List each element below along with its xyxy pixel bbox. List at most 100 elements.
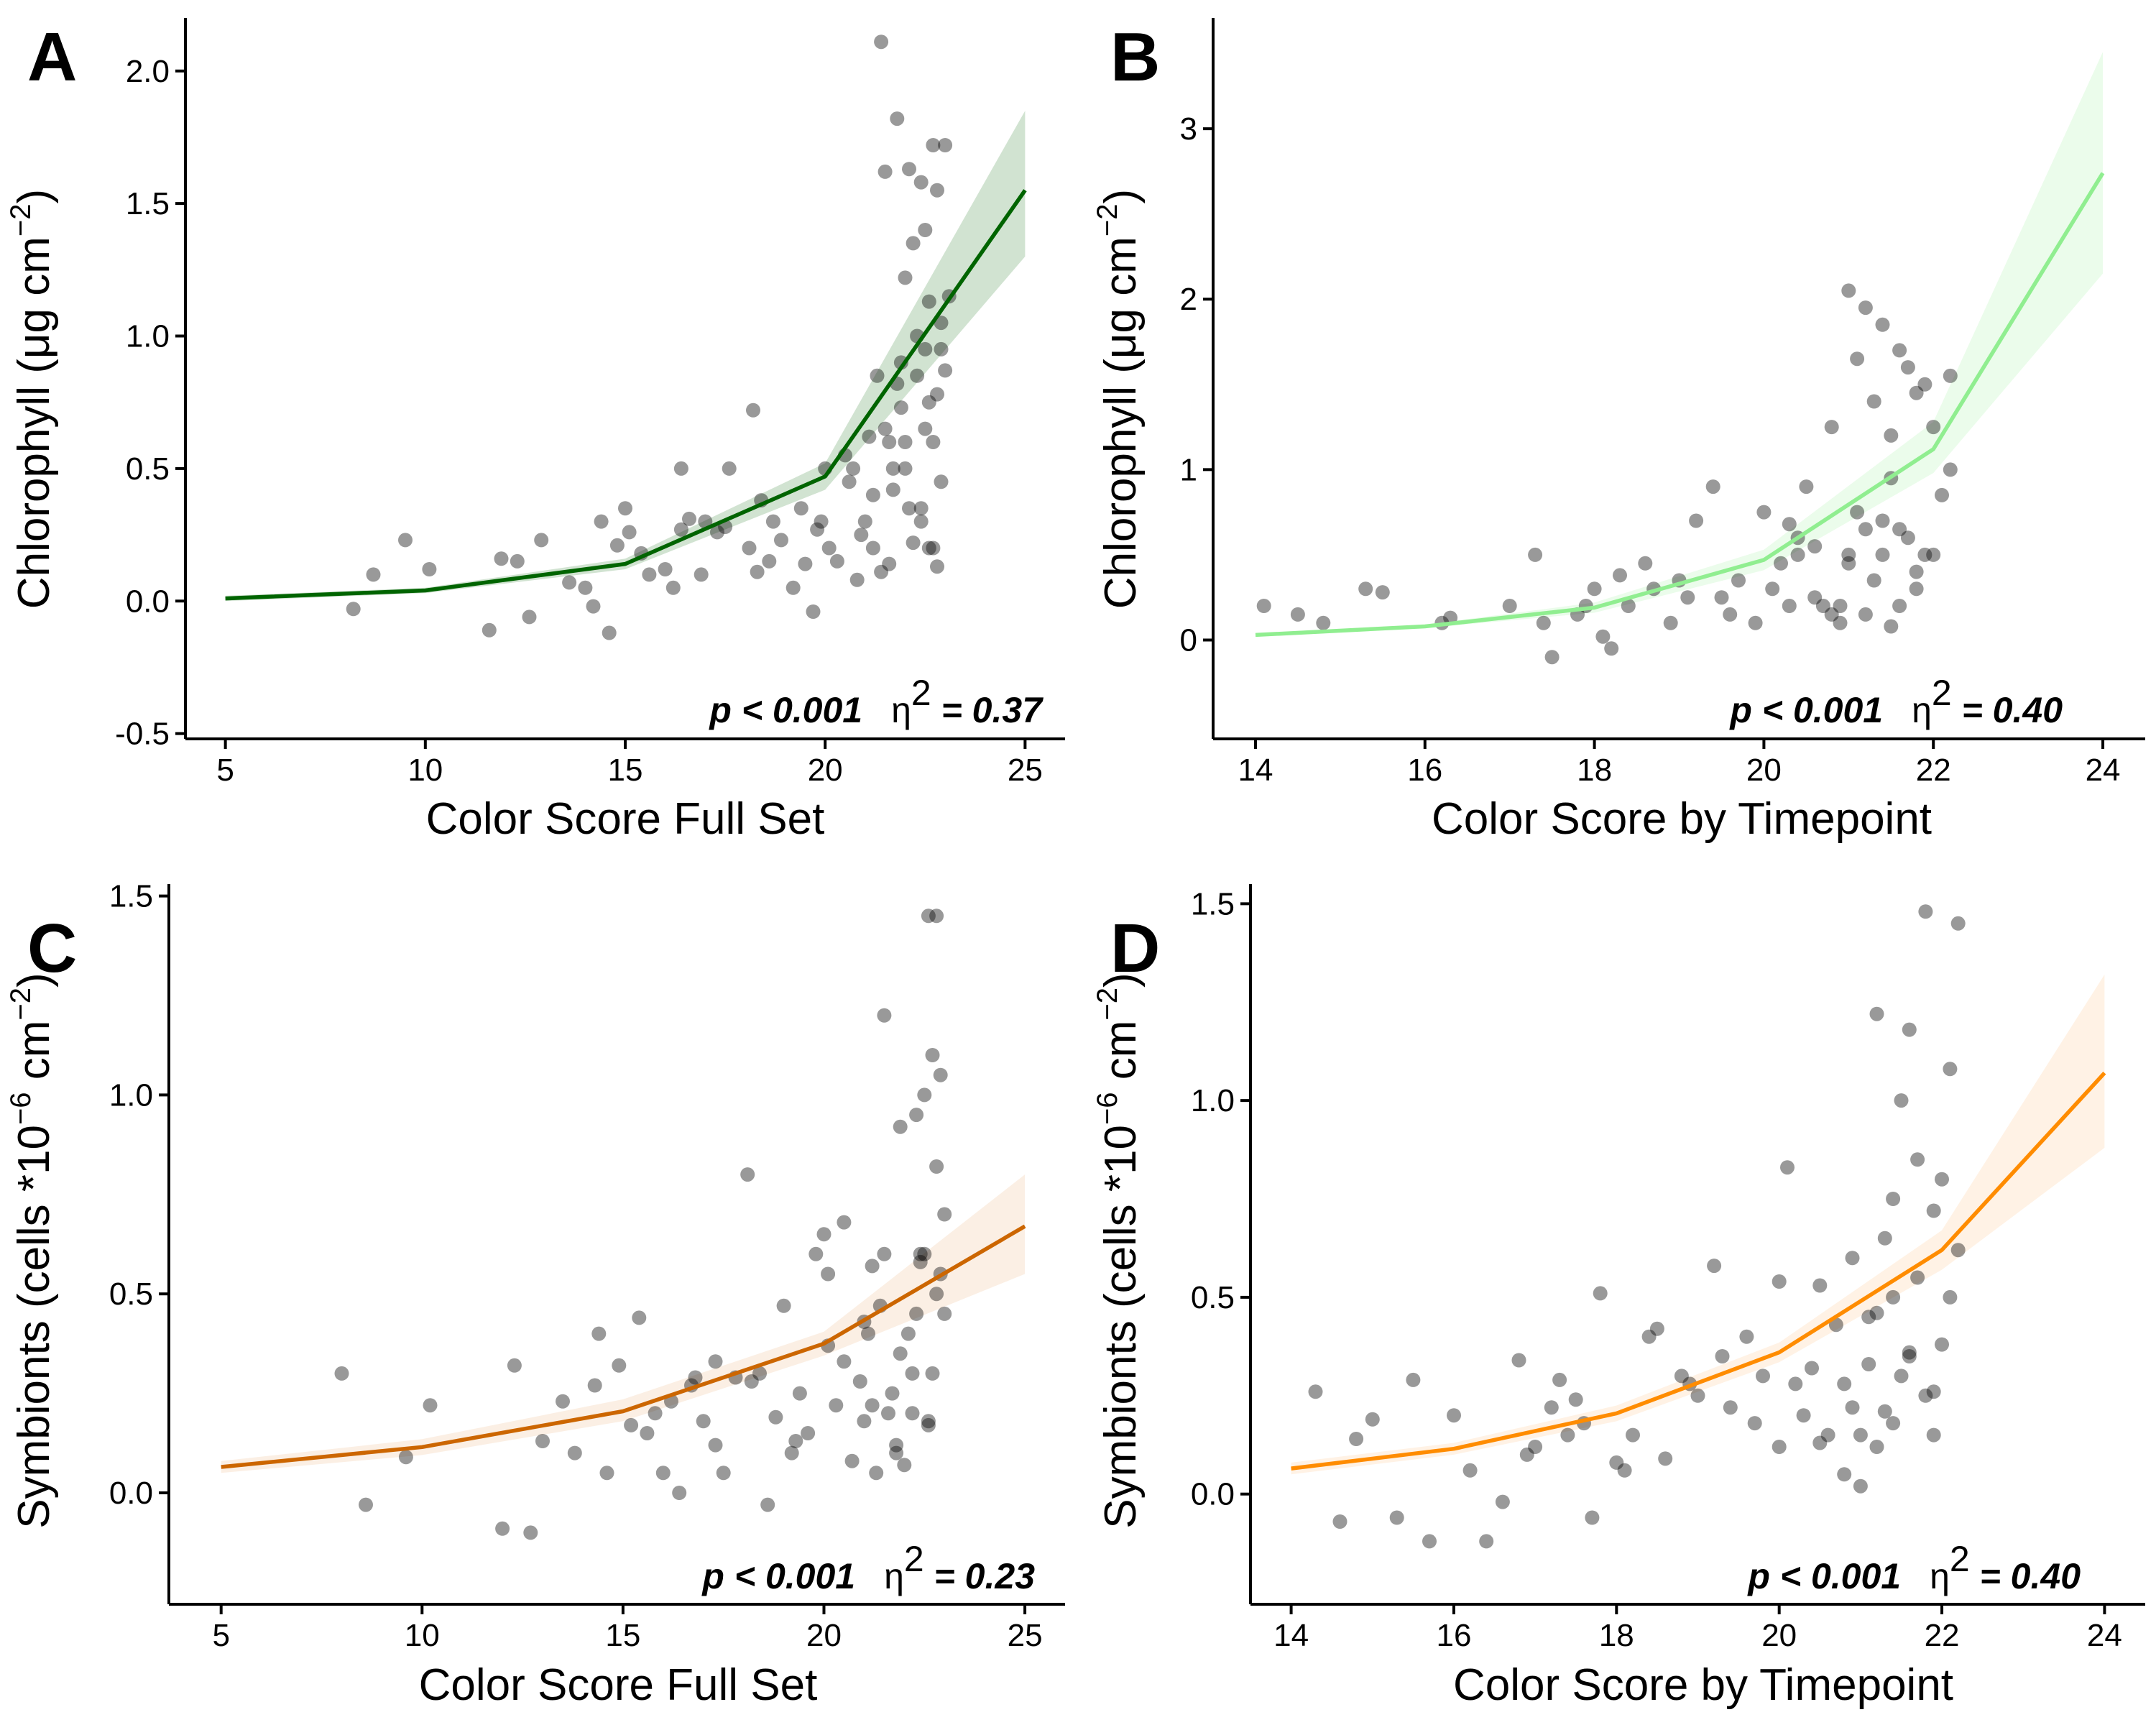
data-point — [917, 1087, 932, 1103]
data-point — [1894, 1368, 1909, 1384]
data-point — [740, 1167, 755, 1182]
data-point — [865, 1259, 880, 1274]
data-point — [918, 341, 933, 356]
data-point — [934, 316, 949, 331]
data-point — [857, 514, 872, 529]
data-point — [1841, 547, 1856, 562]
data-point — [1680, 590, 1695, 605]
data-point — [1332, 1514, 1348, 1529]
fit-line-path — [221, 1224, 1026, 1469]
data-point — [1869, 1305, 1884, 1320]
data-point — [898, 461, 913, 476]
data-point — [494, 551, 509, 566]
data-point — [906, 535, 921, 551]
data-point — [1815, 599, 1830, 613]
data-point — [933, 1067, 948, 1082]
data-point — [926, 540, 941, 556]
data-point — [1910, 1270, 1925, 1285]
data-point — [1447, 1408, 1461, 1423]
x-tick-label: 14 — [1238, 753, 1273, 788]
data-point — [1935, 1172, 1949, 1187]
data-point — [1869, 1440, 1884, 1454]
data-point — [925, 1048, 940, 1062]
data-point — [708, 1438, 723, 1453]
data-point — [1845, 1251, 1860, 1266]
data-point — [905, 1366, 920, 1381]
y-tick-label: 3 — [1180, 111, 1197, 147]
data-point — [926, 435, 941, 449]
data-point — [1613, 568, 1627, 583]
data-point — [885, 482, 900, 497]
data-point — [1406, 1372, 1421, 1387]
data-point — [913, 175, 929, 190]
data-point — [1674, 1368, 1689, 1384]
data-point — [1820, 1427, 1835, 1443]
y-tick-label: 0.0 — [126, 584, 170, 619]
data-point — [359, 1497, 373, 1512]
data-point — [1772, 1274, 1787, 1289]
fit-line-path — [1255, 172, 2105, 638]
data-point — [507, 1358, 522, 1373]
data-point — [682, 511, 696, 526]
data-point — [1560, 1427, 1575, 1443]
data-point — [862, 429, 877, 444]
data-point — [1918, 1388, 1933, 1403]
data-point — [1858, 522, 1873, 537]
data-point — [1917, 547, 1932, 562]
data-point — [1638, 556, 1653, 571]
data-point — [837, 1354, 852, 1369]
data-point — [1869, 1006, 1884, 1021]
data-point — [909, 1306, 924, 1321]
confidence-ribbon — [221, 1174, 1026, 1473]
data-point — [1926, 1203, 1941, 1218]
data-point — [865, 1398, 880, 1413]
data-point — [1812, 1435, 1828, 1450]
data-point — [885, 1386, 900, 1401]
data-point — [1511, 1353, 1526, 1368]
data-point — [837, 1215, 852, 1230]
y-tick-label: 0 — [1180, 622, 1197, 658]
data-point — [1824, 420, 1839, 435]
data-point — [346, 602, 361, 617]
data-point — [921, 395, 936, 410]
data-point — [696, 1414, 711, 1429]
data-point — [854, 528, 869, 543]
data-point — [806, 604, 821, 619]
data-point — [1884, 428, 1899, 443]
data-point — [495, 1521, 510, 1536]
data-point — [1349, 1432, 1364, 1446]
x-tick-label: 20 — [1761, 1618, 1797, 1653]
data-point — [921, 908, 936, 924]
data-point — [624, 1417, 639, 1432]
confidence-ribbon — [1291, 974, 2105, 1475]
data-point — [648, 1406, 663, 1421]
data-point — [801, 1426, 816, 1440]
data-point — [1365, 1412, 1380, 1427]
y-tick-label: -0.5 — [115, 717, 170, 752]
data-point — [1649, 1321, 1664, 1336]
data-point — [938, 363, 953, 378]
data-point — [1495, 1494, 1510, 1509]
data-point — [765, 514, 780, 529]
data-point — [1892, 599, 1907, 613]
data-point — [760, 1497, 775, 1512]
data-point — [1877, 1404, 1892, 1419]
data-point — [1877, 1230, 1892, 1246]
data-point — [910, 368, 925, 383]
data-point — [1926, 547, 1941, 562]
data-point — [1902, 1022, 1917, 1037]
data-point — [658, 562, 673, 576]
data-point — [905, 1406, 920, 1421]
data-point — [1892, 343, 1907, 358]
data-point — [1528, 1440, 1543, 1454]
confidence-ribbon — [1256, 52, 2103, 637]
x-axis-title: Color Score by Timepoint — [1432, 794, 1932, 844]
data-point — [1943, 1062, 1958, 1077]
fit-line-path — [225, 189, 1027, 601]
y-tick-label: 0.5 — [109, 1276, 153, 1312]
data-point — [746, 402, 760, 418]
data-point — [921, 294, 936, 309]
data-point — [1841, 283, 1856, 298]
data-point — [1799, 479, 1814, 494]
data-point — [776, 1298, 791, 1313]
